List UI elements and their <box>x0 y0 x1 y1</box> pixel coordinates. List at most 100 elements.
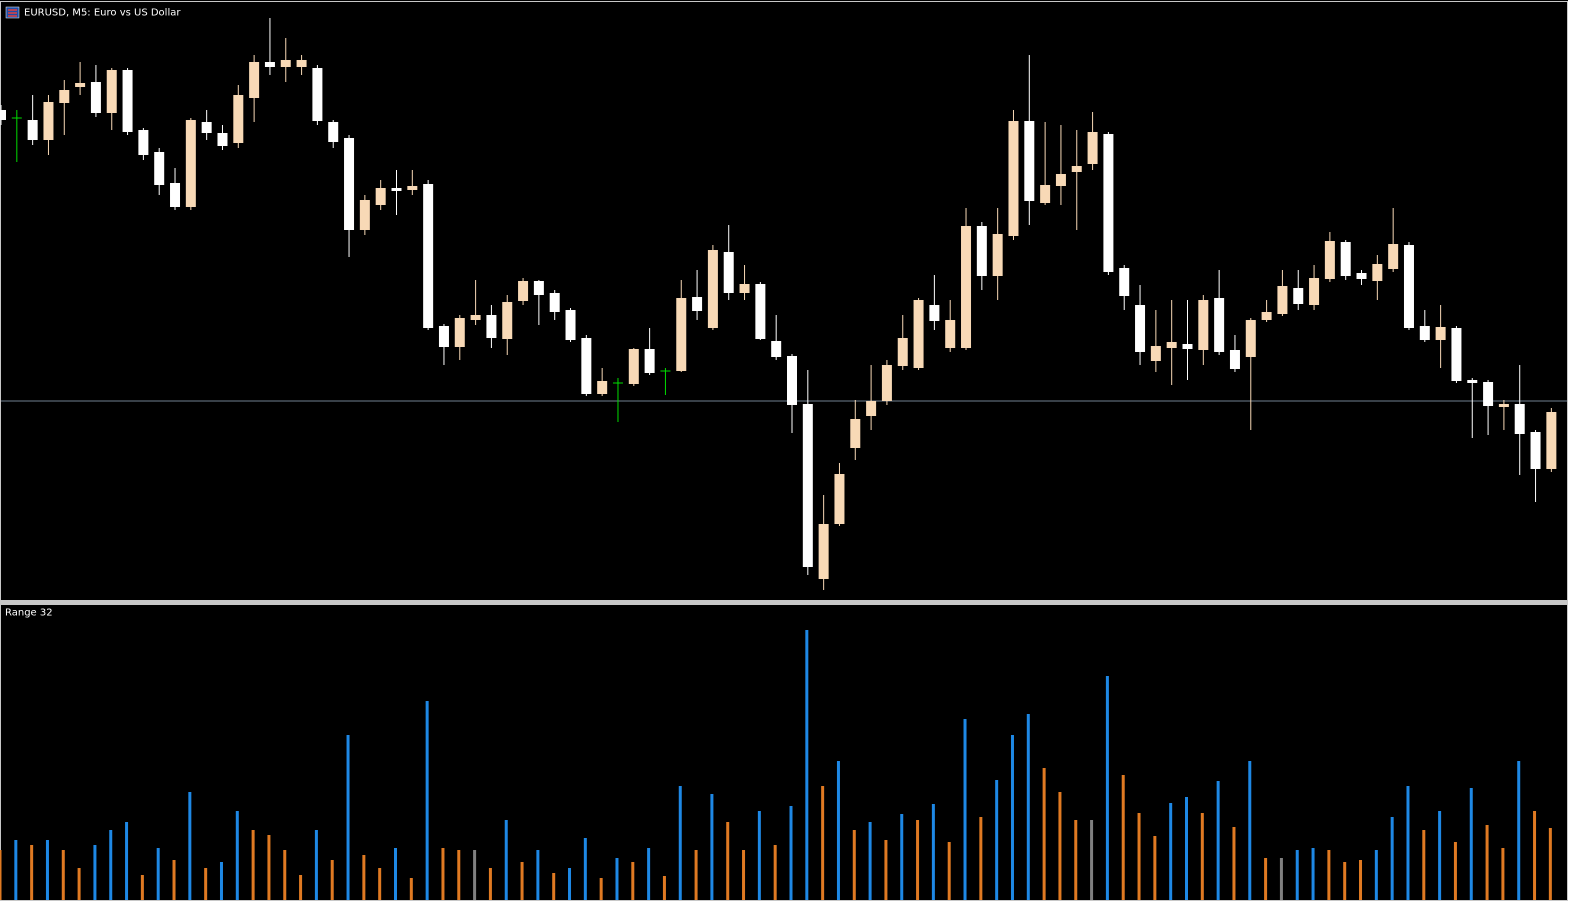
range-bar <box>1548 828 1552 900</box>
range-bar <box>805 630 809 900</box>
range-bar <box>1327 850 1331 900</box>
candle-body <box>1467 380 1478 383</box>
range-bar <box>726 822 730 900</box>
range-bar <box>647 848 651 900</box>
range-bar <box>1438 811 1442 900</box>
range-bar <box>583 838 587 900</box>
range-bar <box>156 848 160 900</box>
candle-body <box>43 102 54 140</box>
indicator-title: Range 32 <box>5 608 53 619</box>
candle-body <box>296 60 307 67</box>
candle-body <box>565 310 576 340</box>
candle-body <box>312 68 323 121</box>
range-bar <box>1042 768 1046 900</box>
candle-body <box>217 133 228 146</box>
candle-body <box>1182 344 1193 349</box>
range-bar <box>473 850 477 900</box>
range-bar <box>1185 797 1188 900</box>
range-bar <box>1121 775 1125 900</box>
range-bar <box>1248 761 1252 900</box>
range-bar <box>219 862 223 900</box>
candle-body <box>707 250 718 328</box>
range-bar <box>1105 676 1109 900</box>
range-bar <box>757 811 761 900</box>
candle-body <box>945 320 956 348</box>
candle-body <box>0 110 6 120</box>
background <box>0 0 1568 900</box>
candle-body <box>1419 326 1430 340</box>
candle-body <box>1309 278 1320 305</box>
candle-body <box>1340 242 1351 276</box>
candle-body <box>866 401 877 416</box>
range-bar <box>251 830 255 900</box>
range-bar <box>1374 850 1378 900</box>
range-bar <box>457 850 461 900</box>
range-bar <box>1026 714 1030 900</box>
range-bar <box>172 860 176 900</box>
candle-body <box>533 281 544 295</box>
candle-body <box>834 474 845 524</box>
range-bar <box>394 848 397 900</box>
range-bar <box>868 822 872 900</box>
range-bar <box>1010 735 1014 900</box>
range-bar <box>1453 842 1457 900</box>
range-bar <box>615 858 619 900</box>
candle-body <box>375 188 386 205</box>
range-bar <box>488 868 492 900</box>
range-bar <box>694 850 698 900</box>
candle-body <box>802 404 813 567</box>
range-bar <box>45 840 49 900</box>
range-bar <box>995 780 999 900</box>
candle-body <box>1498 404 1509 407</box>
range-bar <box>742 850 746 900</box>
range-bar <box>1090 820 1094 900</box>
candle-body <box>692 297 703 311</box>
range-bar <box>979 817 983 900</box>
range-bar <box>773 845 777 900</box>
range-bar <box>125 822 129 900</box>
candle-body <box>27 120 38 140</box>
range-bar <box>235 811 239 900</box>
range-bar <box>425 701 429 900</box>
candle-body <box>1040 185 1051 203</box>
range-bar <box>1058 792 1062 900</box>
candle-body <box>787 356 797 405</box>
range-bar <box>441 848 445 900</box>
candle-body <box>1166 342 1177 348</box>
candle-body <box>976 226 987 276</box>
range-bar <box>678 786 682 900</box>
range-bar <box>947 842 951 900</box>
range-bar <box>599 878 603 900</box>
candle-body <box>1530 432 1541 469</box>
range-bar <box>61 850 65 900</box>
range-bar <box>109 830 113 900</box>
candle-body <box>1388 244 1399 269</box>
range-bar <box>14 840 18 900</box>
range-bar <box>314 830 318 900</box>
candle-body <box>1261 312 1272 320</box>
candle-body <box>913 300 924 368</box>
range-bar <box>140 875 144 900</box>
range-bar <box>1311 848 1315 900</box>
candle-body <box>1356 273 1367 279</box>
range-bar <box>520 862 524 900</box>
candle-body <box>1546 412 1557 469</box>
candle-body <box>1229 350 1240 369</box>
range-bar <box>346 735 350 900</box>
candle-body <box>1198 300 1209 350</box>
range-bar <box>552 873 556 900</box>
candle-body <box>454 318 465 347</box>
candle-body <box>1372 264 1383 281</box>
candle-body <box>628 349 639 384</box>
range-bar <box>299 875 303 900</box>
range-bar <box>789 806 793 900</box>
candle-body <box>138 130 149 155</box>
candle-body <box>1514 404 1525 434</box>
candle-body <box>201 122 212 133</box>
candle-body <box>897 338 908 366</box>
range-bar <box>963 719 967 900</box>
range-bar <box>1359 860 1363 900</box>
range-bar <box>1200 813 1204 900</box>
range-bar <box>884 840 888 900</box>
candle-body <box>344 138 355 230</box>
